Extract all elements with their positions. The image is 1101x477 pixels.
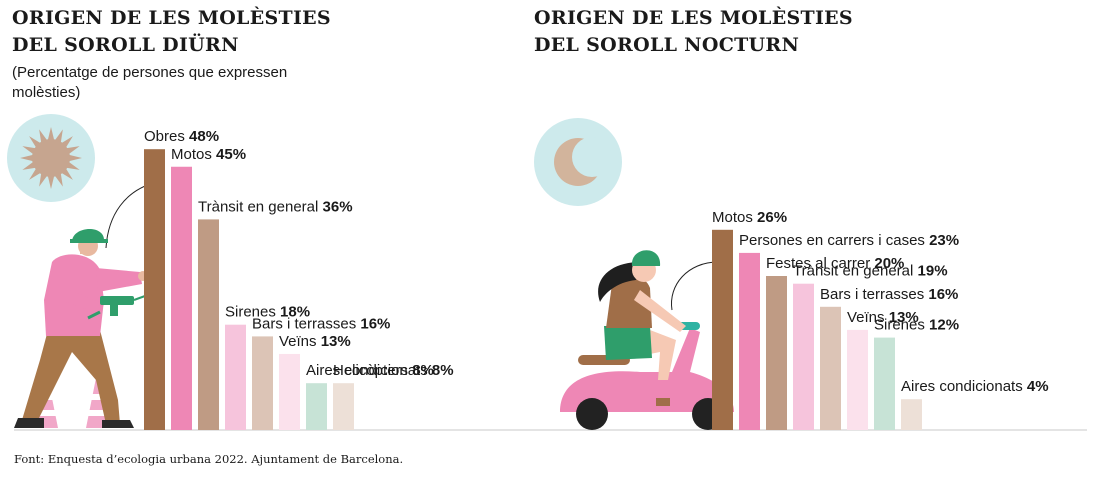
night-bar <box>901 399 922 430</box>
day-value-label: 45% <box>216 146 246 163</box>
night-category-label: Veïns <box>847 309 889 326</box>
sun-icon <box>7 114 95 202</box>
night-value-label: 19% <box>918 263 948 280</box>
night-category-label: Bars i terrasses <box>820 286 928 303</box>
day-bar-label: Bars i terrasses 16% <box>252 315 390 332</box>
night-bar <box>712 229 733 430</box>
day-value-label: 8% <box>412 362 434 379</box>
night-bar-label: Motos 26% <box>712 209 787 226</box>
night-value-label: 12% <box>929 317 959 334</box>
sun-ray <box>22 146 36 155</box>
right-title-line-2: DEL SOROLL NOCTURN <box>534 34 800 56</box>
night-bar <box>766 276 787 430</box>
day-bar-label: Trànsit en general 36% <box>198 198 353 215</box>
sun-ray <box>47 175 55 189</box>
left-chart-title: ORIGEN DE LES MOLÈSTIES DEL SOROLL DIÜRN <box>12 5 331 59</box>
night-bar-label: Trànsit en general 19% <box>793 263 948 280</box>
left-title-line-2: DEL SOROLL DIÜRN <box>12 34 239 56</box>
night-bar-label: Festes al carrer 20% <box>766 255 904 272</box>
day-value-label: 18% <box>280 304 310 321</box>
night-bar-label: Sirenes 12% <box>874 317 959 334</box>
night-value-label: 23% <box>929 232 959 249</box>
night-bar-label: Bars i terrasses 16% <box>820 286 958 303</box>
day-bar <box>198 219 219 430</box>
day-category-label: Aires condicionats <box>306 362 432 379</box>
day-bar-label: Helicòpters 8% <box>333 362 434 379</box>
day-value-label: 48% <box>189 128 219 145</box>
left-bar-series: Obres 48%Motos 45% Trànsit en general 36%… <box>144 128 454 430</box>
source-note: Font: Enquesta d’ecologia urbana 2022. A… <box>14 452 404 466</box>
sun-ray <box>66 146 80 155</box>
night-category-label: Persones en carrers i cases <box>739 232 929 249</box>
day-bar <box>252 336 273 430</box>
night-category-label: Sirenes <box>874 317 929 334</box>
day-bar <box>306 383 327 430</box>
night-value-label: 16% <box>928 286 958 303</box>
day-category-label: Veïns <box>279 333 321 350</box>
right-title-line-1: ORIGEN DE LES MOLÈSTIES <box>534 7 853 29</box>
day-bar <box>144 149 165 430</box>
left-chart-subtitle: (Percentatge de persones que expressen m… <box>12 64 288 101</box>
night-bar-label: Veïns 13% <box>847 309 919 326</box>
day-category-label: Motos <box>171 146 216 163</box>
day-value-label: 36% <box>323 198 353 215</box>
sun-ray <box>68 154 82 162</box>
night-value-label: 20% <box>874 255 904 272</box>
scooter-rider-illustration <box>560 250 734 430</box>
sun-ray <box>66 161 80 170</box>
day-bar-label: Aires condicionats 8% <box>306 362 454 379</box>
day-bar <box>333 383 354 430</box>
moon-icon <box>534 118 622 206</box>
day-category-label: Trànsit en general <box>198 198 323 215</box>
night-bar-label: Aires condicionats 4% <box>901 378 1049 395</box>
day-bar-label: Sirenes 18% <box>225 304 310 321</box>
night-category-label: Aires condicionats <box>901 378 1027 395</box>
day-bar <box>171 166 192 430</box>
day-value-label: 13% <box>321 333 351 350</box>
night-category-label: Motos <box>712 209 757 226</box>
day-category-label: Obres <box>144 128 189 145</box>
construction-worker-illustration <box>14 181 158 428</box>
sun-ray <box>54 129 63 143</box>
night-bar <box>820 306 841 430</box>
day-category-label: Helicòpters <box>333 362 412 379</box>
sun-ray <box>39 129 48 143</box>
night-bar-label: Persones en carrers i cases 23% <box>739 232 959 249</box>
day-value-label: 16% <box>360 315 390 332</box>
day-bar-label: Veïns 13% <box>279 333 351 350</box>
day-bar-label: Obres 48% <box>144 128 219 145</box>
night-category-label: Trànsit en general <box>793 263 918 280</box>
night-bar <box>793 283 814 430</box>
day-category-label: Bars i terrasses <box>252 315 360 332</box>
sun-ray <box>54 173 63 187</box>
sun-ray <box>39 173 48 187</box>
night-value-label: 26% <box>757 209 787 226</box>
sun-ray <box>20 154 34 162</box>
night-bar <box>739 252 760 430</box>
night-value-label: 4% <box>1027 378 1049 395</box>
day-value-label: 8% <box>432 362 454 379</box>
day-bar <box>279 353 300 430</box>
day-category-label: Sirenes <box>225 304 280 321</box>
sun-ray <box>22 161 36 170</box>
right-bar-series: Motos 26% Persones en carrers i cases 23%… <box>712 209 1049 430</box>
right-chart-title: ORIGEN DE LES MOLÈSTIES DEL SOROLL NOCTU… <box>534 5 853 59</box>
night-bar <box>847 329 868 430</box>
left-title-line-1: ORIGEN DE LES MOLÈSTIES <box>12 7 331 29</box>
night-category-label: Festes al carrer <box>766 255 874 272</box>
night-bar <box>874 337 895 430</box>
day-bar <box>225 324 246 430</box>
night-value-label: 13% <box>889 309 919 326</box>
day-bar-label: Motos 45% <box>171 146 246 163</box>
sun-ray <box>47 127 55 141</box>
